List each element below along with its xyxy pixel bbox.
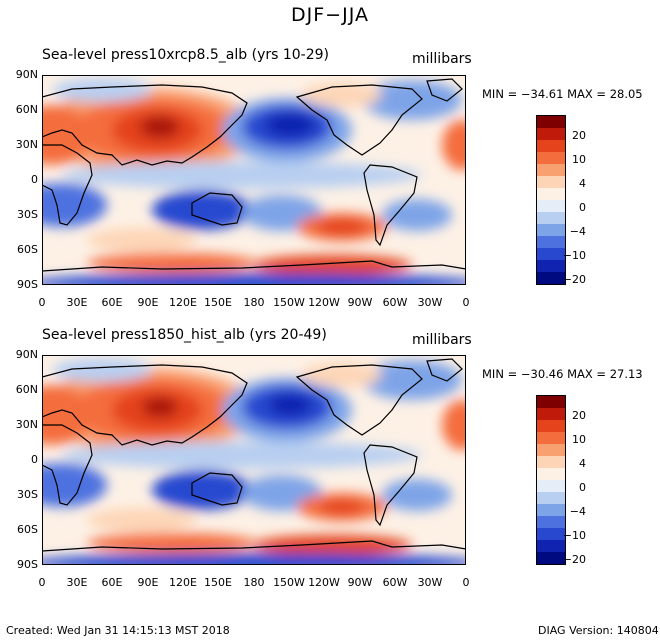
panel-2-map (42, 355, 466, 565)
lat-label: 30S (17, 488, 38, 501)
colorbar-swatch (537, 248, 565, 260)
panel-2-colorbar (536, 395, 566, 565)
colorbar-swatch (537, 456, 565, 468)
lon-label: 150W (273, 296, 305, 309)
figure-title: DJF−JJA (291, 4, 369, 26)
colorbar-swatch (537, 444, 565, 456)
lon-label: 60E (101, 576, 123, 589)
lat-label: 0 (31, 173, 38, 186)
lon-label: 120W (308, 296, 340, 309)
colorbar-label: −4 (569, 225, 586, 238)
pressure-field (42, 358, 466, 565)
colorbar-label: 0 (579, 481, 586, 494)
lon-label: 30W (417, 296, 443, 309)
lat-label: 60N (15, 103, 38, 116)
colorbar-swatch (537, 128, 565, 140)
colorbar-swatch (537, 188, 565, 200)
lat-label: 90S (17, 278, 38, 291)
colorbar-swatch (537, 552, 565, 564)
lon-label: 120E (169, 576, 197, 589)
lat-label: 30S (17, 208, 38, 221)
lon-label: 30W (417, 576, 443, 589)
lon-label: 90W (347, 576, 373, 589)
colorbar-swatch (537, 140, 565, 152)
panel-2-min-max: MIN = −30.46 MAX = 27.13 (482, 367, 643, 381)
lon-label: 0 (462, 576, 470, 589)
diag-version: DIAG Version: 140804 (538, 624, 659, 637)
colorbar-label: −20 (562, 553, 586, 566)
lon-label: 0 (38, 296, 46, 309)
colorbar-swatch (537, 152, 565, 164)
lat-label: 60S (17, 523, 38, 536)
colorbar-swatch (537, 432, 565, 444)
coastlines (42, 358, 466, 552)
colorbar-swatch (537, 516, 565, 528)
colorbar-label: 10 (572, 433, 586, 446)
colorbar-swatch (537, 164, 565, 176)
colorbar-swatch (537, 224, 565, 236)
lat-label: 90N (15, 348, 38, 361)
lon-label: 30E (66, 296, 88, 309)
colorbar-swatch (537, 260, 565, 272)
lat-label: 90N (15, 68, 38, 81)
colorbar-swatch (537, 528, 565, 540)
colorbar-swatch (537, 420, 565, 432)
lon-label: 120E (169, 296, 197, 309)
lon-label: 60W (382, 576, 408, 589)
colorbar-swatch (537, 480, 565, 492)
colorbar-label: −4 (569, 505, 586, 518)
colorbar-swatch (537, 540, 565, 552)
colorbar-label: 20 (572, 129, 586, 142)
lat-label: 30N (15, 138, 38, 151)
colorbar-label: −10 (562, 529, 586, 542)
colorbar-label: 20 (572, 409, 586, 422)
colorbar-swatch (537, 116, 565, 128)
colorbar-swatch (537, 408, 565, 420)
colorbar-swatch (537, 236, 565, 248)
colorbar-swatch (537, 468, 565, 480)
lon-label: 90W (347, 296, 373, 309)
colorbar-label: −10 (562, 249, 586, 262)
panel-1-map (42, 75, 466, 285)
panel-2-title: Sea-level press1850_hist_alb (yrs 20-49) (42, 327, 327, 343)
lon-label: 60E (101, 296, 123, 309)
lon-label: 60W (382, 296, 408, 309)
colorbar-swatch (537, 504, 565, 516)
lon-label: 180 (243, 576, 265, 589)
lon-label: 30E (66, 576, 88, 589)
lon-label: 90E (137, 296, 159, 309)
colorbar-label: 4 (579, 177, 586, 190)
lon-label: 150E (204, 576, 232, 589)
lon-label: 0 (38, 576, 46, 589)
panel-1-min-max: MIN = −34.61 MAX = 28.05 (482, 87, 643, 101)
colorbar-swatch (537, 272, 565, 284)
colorbar-swatch (537, 396, 565, 408)
colorbar-swatch (537, 492, 565, 504)
colorbar-swatch (537, 212, 565, 224)
lon-label: 180 (243, 296, 265, 309)
colorbar-label: 10 (572, 153, 586, 166)
panel-1-title: Sea-level press10xrcp8.5_alb (yrs 10-29) (42, 47, 329, 63)
colorbar-label: 0 (579, 201, 586, 214)
lat-label: 30N (15, 418, 38, 431)
panel-1-units: millibars (412, 51, 472, 67)
lon-label: 0 (462, 296, 470, 309)
lat-label: 60N (15, 383, 38, 396)
coastlines (42, 78, 466, 272)
lon-label: 150W (273, 576, 305, 589)
lon-label: 120W (308, 576, 340, 589)
colorbar-swatch (537, 200, 565, 212)
lon-label: 90E (137, 576, 159, 589)
created-timestamp: Created: Wed Jan 31 14:15:13 MST 2018 (6, 624, 230, 637)
panel-2-units: millibars (412, 332, 472, 348)
colorbar-label: −20 (562, 273, 586, 286)
lat-label: 90S (17, 558, 38, 571)
lat-label: 60S (17, 243, 38, 256)
colorbar-swatch (537, 176, 565, 188)
lat-label: 0 (31, 453, 38, 466)
colorbar-label: 4 (579, 457, 586, 470)
panel-1-colorbar (536, 115, 566, 285)
lon-label: 150E (204, 296, 232, 309)
